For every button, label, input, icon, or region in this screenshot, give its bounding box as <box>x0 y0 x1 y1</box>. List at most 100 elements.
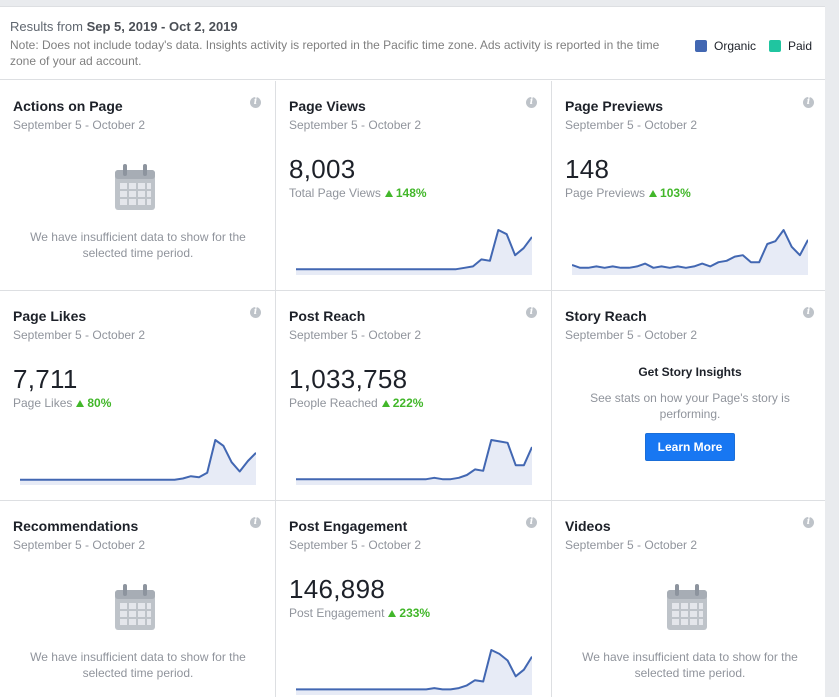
info-icon[interactable]: i <box>803 517 814 528</box>
learn-more-button[interactable]: Learn More <box>645 433 735 461</box>
card-date: September 5 - October 2 <box>565 538 698 552</box>
sparkline-area <box>296 440 532 485</box>
info-icon[interactable]: i <box>526 307 537 318</box>
card-page-views[interactable]: Page Views September 5 - October 2 i 8,0… <box>276 81 552 291</box>
up-arrow-icon <box>384 189 393 197</box>
results-header: Results from Sep 5, 2019 - Oct 2, 2019 N… <box>0 7 825 80</box>
metric-label: Post Engagement <box>289 606 385 620</box>
legend-organic-label: Organic <box>714 39 757 53</box>
calendar-icon <box>115 164 155 210</box>
timezone-note: Note: Does not include today's data. Ins… <box>10 38 660 68</box>
change-value: 103% <box>660 186 691 200</box>
change-badge: 103% <box>649 186 691 200</box>
metric-value: 146,898 <box>289 574 386 604</box>
card-recommendations[interactable]: Recommendations September 5 - October 2 … <box>0 501 276 697</box>
metric-subline: Page Likes 80% <box>13 396 111 410</box>
change-badge: 148% <box>384 186 427 200</box>
metric-label: Page Likes <box>13 396 73 410</box>
sparkline-chart <box>296 649 532 695</box>
change-value: 233% <box>399 606 431 620</box>
metric-subline: Total Page Views 148% <box>289 186 427 200</box>
card-actions-on-page[interactable]: Actions on Page September 5 - October 2 … <box>0 81 276 291</box>
card-title: Recommendations <box>13 518 139 534</box>
metric-value: 1,033,758 <box>289 364 408 394</box>
card-post-engagement[interactable]: Post Engagement September 5 - October 2 … <box>276 501 552 697</box>
card-date: September 5 - October 2 <box>289 538 422 552</box>
change-value: 148% <box>395 186 427 200</box>
info-icon[interactable]: i <box>803 97 814 108</box>
empty-state-text: We have insufficient data to show for th… <box>582 650 798 680</box>
metric-subline: Page Previews 103% <box>565 186 691 200</box>
legend-paid: Paid <box>769 39 812 53</box>
card-date: September 5 - October 2 <box>13 118 146 132</box>
metric-value: 7,711 <box>13 364 78 394</box>
card-title: Post Engagement <box>289 518 408 534</box>
metric-label: Page Previews <box>565 186 646 200</box>
story-insights-heading: Get Story Insights <box>638 365 742 379</box>
sparkline-line <box>572 229 808 269</box>
sparkline-chart <box>296 439 532 485</box>
up-arrow-icon <box>381 399 390 407</box>
change-badge: 222% <box>381 396 424 410</box>
sparkline-chart <box>20 439 256 485</box>
metric-value: 148 <box>565 154 610 184</box>
info-icon[interactable]: i <box>526 517 537 528</box>
sparkline-line <box>296 649 532 691</box>
page-scroll-gutter <box>825 0 839 697</box>
metric-label: People Reached <box>289 396 378 410</box>
sparkline-area <box>572 230 808 275</box>
card-date: September 5 - October 2 <box>13 328 146 342</box>
insights-overview-panel: Results from Sep 5, 2019 - Oct 2, 2019 N… <box>0 6 828 697</box>
empty-state-text: We have insufficient data to show for th… <box>30 230 246 260</box>
info-icon[interactable]: i <box>250 517 261 528</box>
sparkline-area <box>296 650 532 695</box>
card-page-previews[interactable]: Page Previews September 5 - October 2 i … <box>552 81 828 291</box>
sparkline-line <box>20 439 256 481</box>
sparkline-line <box>296 439 532 481</box>
sparkline-area <box>20 440 256 485</box>
card-title: Actions on Page <box>13 98 123 114</box>
change-value: 80% <box>87 396 112 410</box>
change-badge: 80% <box>76 396 111 410</box>
card-videos[interactable]: Videos September 5 - October 2 i We have… <box>552 501 828 697</box>
card-date: September 5 - October 2 <box>289 328 422 342</box>
up-arrow-icon <box>76 399 85 407</box>
card-title: Page Views <box>289 98 366 114</box>
card-post-reach[interactable]: Post Reach September 5 - October 2 i 1,0… <box>276 291 552 501</box>
metric-label: Total Page Views <box>289 186 381 200</box>
up-arrow-icon <box>388 609 397 617</box>
info-icon[interactable]: i <box>526 97 537 108</box>
card-date: September 5 - October 2 <box>13 538 146 552</box>
card-story-reach[interactable]: Story Reach September 5 - October 2 i Ge… <box>552 291 828 501</box>
sparkline-chart <box>572 229 808 275</box>
results-prefix: Results from <box>10 19 83 34</box>
sparkline-line <box>296 229 532 271</box>
legend-organic: Organic <box>695 39 756 53</box>
sparkline-area <box>296 230 532 275</box>
results-range-text: Results from Sep 5, 2019 - Oct 2, 2019 <box>10 19 238 34</box>
metric-subline: Post Engagement 233% <box>289 606 430 620</box>
calendar-icon <box>667 584 707 630</box>
change-value: 222% <box>392 396 424 410</box>
metric-value: 8,003 <box>289 154 356 184</box>
card-date: September 5 - October 2 <box>565 328 698 342</box>
story-insights-text: See stats on how your Page's story is pe… <box>590 391 790 421</box>
legend-paid-label: Paid <box>788 39 813 53</box>
card-page-likes[interactable]: Page Likes September 5 - October 2 i 7,7… <box>0 291 276 501</box>
info-icon[interactable]: i <box>250 307 261 318</box>
info-icon[interactable]: i <box>250 97 261 108</box>
calendar-icon <box>115 584 155 630</box>
card-date: September 5 - October 2 <box>565 118 698 132</box>
info-icon[interactable]: i <box>803 307 814 318</box>
card-title: Page Likes <box>13 308 87 324</box>
change-badge: 233% <box>388 606 430 620</box>
card-title: Page Previews <box>565 98 664 114</box>
card-date: September 5 - October 2 <box>289 118 422 132</box>
card-title: Post Reach <box>289 308 366 324</box>
metric-subline: People Reached 222% <box>289 396 423 410</box>
up-arrow-icon <box>649 189 658 197</box>
paid-swatch <box>769 40 781 52</box>
card-title: Story Reach <box>565 308 647 324</box>
empty-state-text: We have insufficient data to show for th… <box>30 650 246 680</box>
results-range: Sep 5, 2019 - Oct 2, 2019 <box>86 19 238 34</box>
